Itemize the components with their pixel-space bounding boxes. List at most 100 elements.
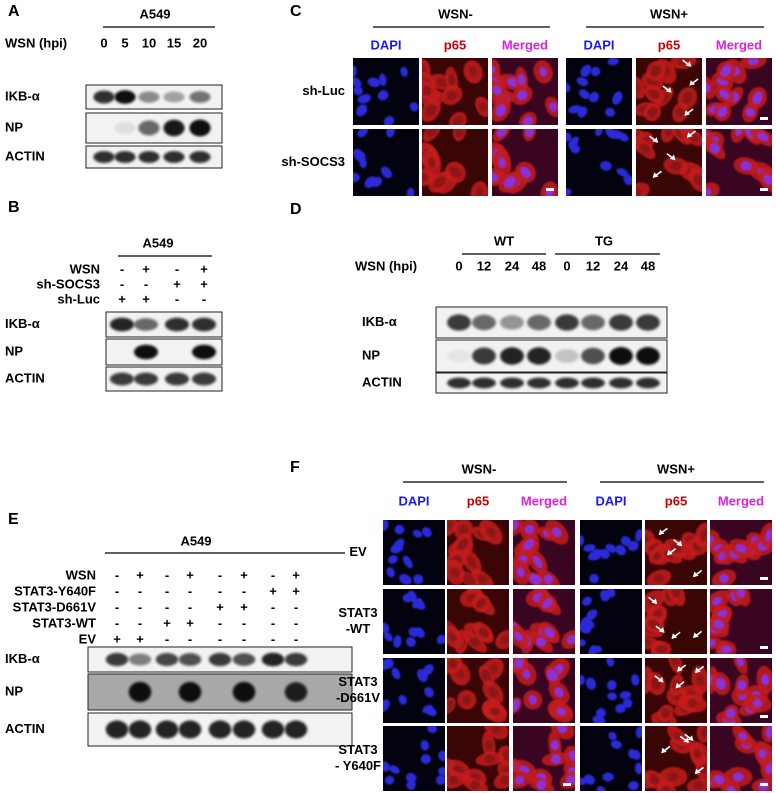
blot-band: [114, 151, 136, 163]
blot-band: [284, 720, 308, 739]
channel-label: p65: [444, 37, 466, 52]
nucleus: [455, 129, 464, 138]
nucleus: [763, 174, 772, 186]
blot-label: NP: [5, 343, 23, 358]
group-label: WT: [494, 233, 514, 248]
nucleus: [364, 176, 377, 189]
nucleus: [491, 726, 502, 734]
nucleus: [428, 157, 436, 169]
nucleus: [528, 694, 537, 705]
treatment-sign: -: [242, 615, 246, 630]
blot-band: [500, 315, 524, 330]
nucleus: [725, 708, 736, 719]
nucleus: [607, 58, 619, 66]
scale-bar: [760, 188, 768, 191]
blot-band: [472, 377, 496, 389]
treatment-sign: -: [138, 583, 142, 598]
nucleus: [402, 555, 413, 569]
nucleus: [696, 674, 705, 686]
treatment-sign: +: [269, 583, 277, 598]
group-label: WSN-: [438, 6, 473, 21]
nucleus: [356, 104, 368, 117]
treatment-sign: -: [175, 261, 179, 276]
nucleus: [582, 596, 592, 606]
nucleus: [447, 73, 456, 86]
nucleus: [378, 73, 387, 86]
nucleus: [399, 573, 412, 585]
nucleus: [422, 172, 429, 183]
nucleus: [449, 166, 461, 179]
nucleus: [384, 775, 395, 785]
treatment-sign: +: [113, 631, 121, 646]
micrograph: [580, 589, 642, 654]
treatment-sign: -: [144, 276, 148, 291]
nucleus: [745, 107, 755, 117]
nucleus: [391, 667, 401, 680]
group-label: TG: [595, 233, 613, 248]
treatment-sign: +: [142, 291, 150, 306]
nucleus: [513, 699, 520, 712]
nucleus: [720, 64, 732, 77]
micrograph: [513, 520, 575, 585]
nucleus: [608, 731, 617, 741]
micrograph: [447, 589, 509, 654]
nucleus: [605, 544, 617, 553]
nucleus: [386, 567, 395, 578]
nucleus: [547, 669, 558, 682]
arrowhead: [658, 627, 665, 633]
arrowhead: [686, 132, 693, 138]
nucleus: [645, 639, 651, 647]
blot-band: [133, 344, 159, 360]
nucleus: [420, 754, 431, 764]
nucleus: [682, 91, 693, 105]
nucleus: [580, 64, 592, 77]
nucleus: [765, 529, 772, 542]
nucleus: [595, 129, 603, 137]
arrowhead: [671, 633, 678, 639]
nucleus: [687, 698, 698, 708]
nucleus: [524, 524, 535, 535]
nucleus: [357, 129, 369, 138]
nucleus: [427, 726, 438, 734]
nucleus: [357, 94, 371, 104]
nucleus: [710, 639, 716, 647]
blot-band: [178, 720, 202, 739]
blot-band: [636, 377, 660, 389]
nucleus: [466, 555, 477, 569]
nucleus: [566, 82, 571, 93]
nucleus: [619, 691, 632, 700]
blot-band: [189, 91, 211, 103]
nucleus: [580, 639, 586, 647]
nucleus: [654, 573, 664, 584]
panel-label: E: [8, 511, 19, 528]
blot-band: [609, 314, 633, 331]
nucleus: [450, 567, 459, 578]
arrowhead: [661, 747, 667, 754]
blot-label: ACTIN: [362, 374, 402, 389]
blot-band: [109, 317, 135, 332]
nucleus: [353, 77, 362, 88]
nucleus: [412, 598, 423, 609]
row-label: EV: [349, 544, 367, 559]
nucleus: [566, 634, 575, 645]
nucleus: [693, 174, 702, 186]
micrograph: [353, 58, 419, 125]
nucleus: [495, 104, 507, 117]
treatment-sign: +: [292, 583, 300, 598]
nucleus: [639, 143, 650, 154]
nucleus: [380, 166, 392, 179]
nucleus: [402, 593, 414, 603]
nucleus: [513, 520, 519, 532]
cell-line: A549: [139, 6, 170, 21]
nucleus: [588, 549, 600, 561]
blot-band: [138, 151, 160, 163]
nucleus: [566, 188, 572, 196]
nucleus: [421, 527, 432, 538]
row-label: sh-SOCS3: [281, 154, 345, 169]
nucleus: [389, 765, 400, 774]
nucleus: [470, 637, 480, 647]
row-label: - Y640F: [335, 758, 381, 773]
nucleus: [758, 749, 766, 759]
treatment-sign: -: [242, 631, 246, 646]
